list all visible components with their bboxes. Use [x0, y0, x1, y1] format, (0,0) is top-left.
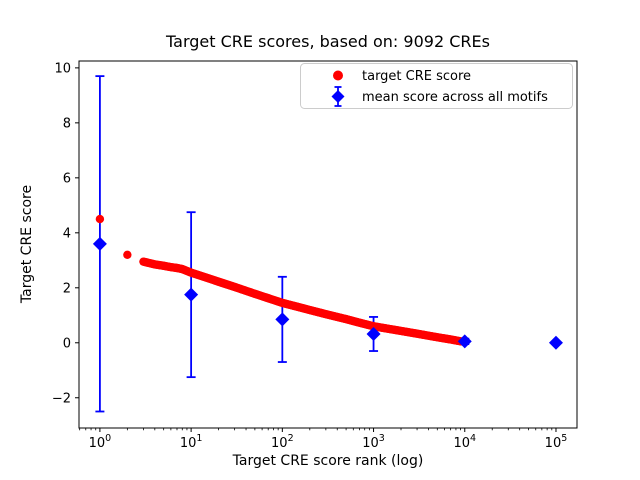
legend-box: [300, 63, 573, 109]
x-tick-label: 105: [545, 433, 568, 451]
mean-score-diamond: [548, 335, 563, 350]
y-tick-label: 0: [63, 336, 71, 351]
mean-score-diamond: [275, 312, 290, 327]
x-tick-label: 103: [362, 433, 385, 451]
y-tick-label: 4: [63, 226, 71, 241]
axis-tick-labels: 100 101 102 103 104 105 −2 0 2 4 6 8 10: [52, 61, 567, 451]
plot-spines: [78, 60, 578, 429]
mean-score-diamond: [184, 287, 199, 302]
target-score-series: [95, 214, 466, 346]
mean-score-diamond: [457, 334, 472, 349]
legend-target-circle-icon: [333, 70, 343, 81]
mean-score-series: [92, 236, 563, 350]
mean-score-diamond: [366, 326, 381, 341]
chart-title: Target CRE scores, based on: 9092 CREs: [165, 32, 490, 51]
axis-ticks: [75, 67, 557, 432]
y-tick-label: 6: [63, 171, 71, 186]
target-score-point: [95, 214, 105, 224]
y-tick-label: 10: [54, 61, 71, 76]
legend-mean-label: mean score across all motifs: [362, 90, 548, 105]
legend-target-label: target CRE score: [362, 69, 471, 84]
x-tick-label: 100: [89, 433, 112, 451]
legend-mean-diamond-errorbar-icon: [331, 86, 345, 107]
target-score-point: [123, 250, 132, 260]
y-tick-label: 8: [63, 116, 71, 131]
x-tick-label: 102: [271, 433, 294, 451]
plot-area: [78, 60, 578, 429]
y-tick-label: 2: [63, 281, 71, 296]
y-tick-label: −2: [52, 391, 71, 406]
y-axis-label: Target CRE score: [19, 185, 35, 304]
x-axis-label: Target CRE score rank (log): [232, 453, 424, 469]
legend: target CRE score mean score across all m…: [300, 63, 573, 109]
x-tick-label: 104: [453, 433, 476, 451]
x-tick-label: 101: [180, 433, 203, 451]
mean-score-diamond: [92, 236, 107, 251]
